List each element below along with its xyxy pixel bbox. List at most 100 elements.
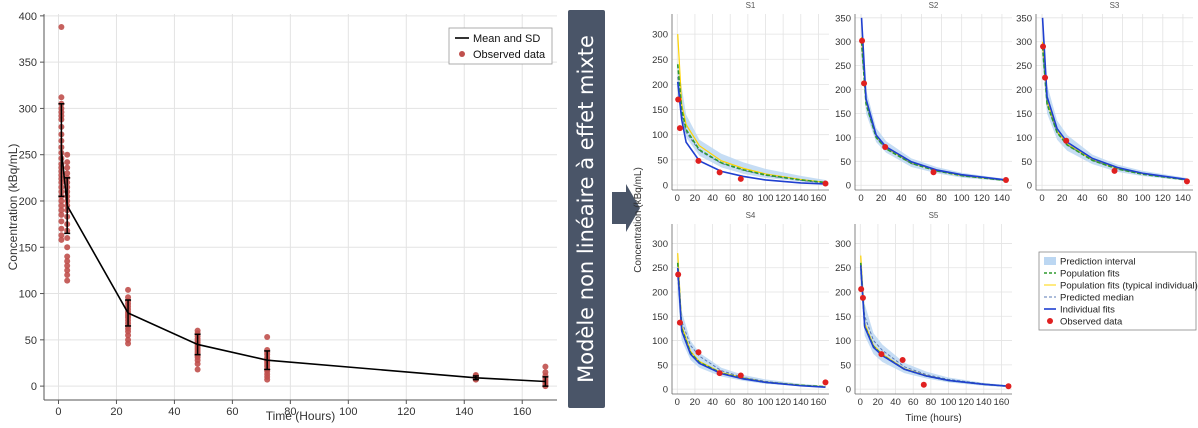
sub-x-tick-label: 40: [1077, 193, 1088, 204]
y-tick-label: 200: [19, 196, 37, 208]
banner-box: [568, 10, 605, 408]
sub-x-tick-label: 60: [1097, 193, 1108, 204]
observed-point: [861, 80, 868, 87]
subplot-title: S5: [929, 211, 939, 220]
predicted-median-line: [861, 42, 1007, 181]
observed-point: [64, 277, 71, 284]
subplot-S1: 0 20 40 60 80 100 120 140 160050100150200250300S…: [652, 1, 829, 204]
sub-x-tick-label: 100: [758, 193, 774, 204]
sub-y-tick-label: 300: [652, 239, 668, 250]
sub-y-tick-label: 150: [835, 109, 851, 120]
sub-y-tick-label: 50: [657, 155, 668, 166]
sub-x-tick-label: 80: [936, 193, 947, 204]
observed-point: [899, 357, 906, 363]
sub-y-tick-label: 200: [835, 85, 851, 96]
x-tick-label: 20: [110, 406, 122, 418]
sub-y-tick-label: 50: [840, 360, 851, 371]
sub-x-tick-label: 20: [873, 397, 884, 408]
sub-y-tick-label: 250: [835, 61, 851, 72]
sub-y-tick-label: 150: [835, 312, 851, 323]
banner-text: Modèle non linéaire à effet mixte: [574, 35, 598, 383]
sub-y-tick-label: 300: [835, 37, 851, 48]
sub-x-tick-label: 120: [958, 397, 974, 408]
sub-y-tick-label: 0: [846, 385, 851, 396]
sub-y-tick-label: 300: [1016, 37, 1032, 48]
sub-y-tick-label: 200: [652, 288, 668, 299]
sub-y-tick-label: 50: [1021, 157, 1032, 168]
observed-point: [58, 197, 65, 204]
sub-y-tick-label: 50: [840, 157, 851, 168]
prediction-interval-band: [861, 27, 1006, 182]
sub-y-tick-label: 0: [1027, 181, 1032, 192]
observed-point: [1042, 74, 1049, 81]
legend-observed-swatch: [459, 51, 465, 57]
observed-point: [194, 366, 201, 373]
x-tick-label: 100: [339, 406, 357, 418]
sub-x-tick-label: 0: [675, 397, 680, 408]
observed-point: [695, 349, 702, 356]
sub-y-tick-label: 300: [652, 30, 668, 41]
x-tick-label: 80: [284, 406, 296, 418]
subplot-legend-box: [1038, 251, 1197, 331]
legend-swatch-band: [1044, 257, 1056, 265]
individual-fits-line: [860, 17, 1007, 181]
sub-x-tick-label: 120: [974, 193, 990, 204]
y-tick-label: 100: [19, 289, 37, 301]
legend-item-label: Individual fits: [1060, 305, 1115, 316]
legend-mean-label: Mean and SD: [473, 33, 540, 45]
sub-y-tick-label: 50: [657, 360, 668, 371]
observed-point: [737, 372, 744, 379]
observed-point: [859, 294, 866, 301]
legend-observed-label: Observed data: [473, 49, 546, 61]
observed-point: [882, 143, 889, 150]
population-typical-line: [1041, 41, 1188, 181]
y-tick-label: 350: [19, 57, 37, 69]
observed-point: [676, 125, 683, 132]
banner: Modèle non linéaire à effet mixte: [568, 10, 640, 408]
legend-item-label: Population fits (typical individual): [1060, 281, 1198, 292]
observed-point: [58, 202, 65, 209]
sub-y-tick-label: 200: [835, 288, 851, 299]
x-tick-label: 60: [226, 406, 238, 418]
x-tick-label: 40: [168, 406, 180, 418]
sub-y-tick-label: 0: [663, 385, 668, 396]
sub-y-tick-label: 250: [652, 55, 668, 66]
sub-x-tick-label: 20: [690, 193, 701, 204]
sub-y-tick-label: 200: [1016, 85, 1032, 96]
subplot-title: S2: [929, 1, 939, 10]
sub-x-tick-label: 140: [976, 397, 992, 408]
predicted-median-line: [860, 272, 1009, 387]
main-legend-box: [448, 27, 553, 65]
y-tick-label: 300: [19, 103, 37, 115]
prediction-interval-band: [677, 61, 826, 184]
sub-x-tick-label: 60: [725, 397, 736, 408]
observed-point: [675, 96, 682, 103]
sub-x-tick-label: 20: [876, 193, 887, 204]
sub-x-tick-label: 60: [725, 193, 736, 204]
legend-item-label: Prediction interval: [1060, 257, 1136, 268]
sub-x-tick-label: 140: [1175, 193, 1191, 204]
subplot-S3: 0 20 40 60 80 100 120 140 0 50 100 150 200 250 300 350 S…: [1016, 1, 1193, 204]
subplot-S4: 0 20 40 60 80 100 120 140 160050100150200250300S…: [652, 211, 829, 408]
sub-y-tick-label: 100: [1016, 133, 1032, 144]
observed-point: [64, 235, 71, 242]
observed-point: [58, 94, 65, 101]
sub-x-tick-label: 40: [896, 193, 907, 204]
sub-x-tick-label: 160: [810, 397, 826, 408]
individual-fits-line: [1041, 17, 1188, 181]
observed-point: [716, 169, 723, 176]
right-panel: Concentration (kBq/mL) 0 20 40 60 80 100 120 14…: [633, 1, 1198, 424]
sub-y-tick-label: 150: [1016, 109, 1032, 120]
population-fits-line: [1041, 46, 1188, 181]
individual-fits-line: [676, 267, 826, 388]
sub-x-tick-label: 20: [690, 397, 701, 408]
sub-y-tick-label: 350: [1016, 13, 1032, 24]
observed-point: [716, 370, 723, 377]
legend-swatch-dot: [1047, 318, 1053, 324]
population-fits-line: [859, 262, 1009, 388]
sub-x-tick-label: 80: [926, 397, 937, 408]
observed-point: [676, 319, 683, 326]
sub-x-tick-label: 20: [1057, 193, 1068, 204]
sub-x-tick-label: 120: [1155, 193, 1171, 204]
observed-point: [64, 272, 71, 279]
